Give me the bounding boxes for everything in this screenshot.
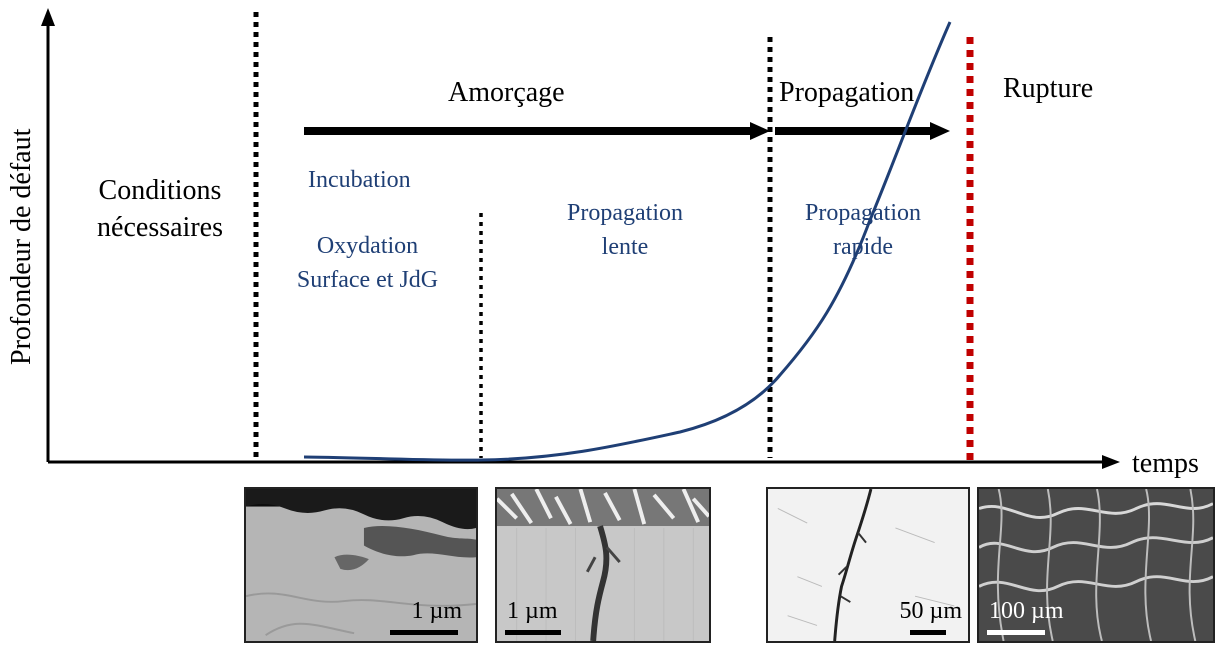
scale-bar-4 [987,630,1045,635]
prop-rapide-label-line1: Propagation [805,200,921,226]
micrograph-propagation: 50 µm [766,487,970,643]
oxydation-label-line2: Surface et JdG [296,267,439,293]
rupture-label: Rupture [1003,73,1094,104]
propagation-arrowhead [930,122,950,140]
amorcage-label: Amorçage [448,77,565,108]
scale-label-4: 100 µm [989,598,1064,624]
conditions-label-line2: nécessaires [97,212,223,243]
amorcage-arrowhead [750,122,770,140]
prop-lente-label-line2: lente [601,234,649,260]
defect-depth-curve [303,21,952,462]
incubation-label: Incubation [308,167,411,193]
scale-bar-3 [910,630,946,635]
conditions-label-line1: Conditions [98,175,222,206]
scale-label-3: 50 µm [899,598,963,624]
micrograph-rupture: 100 µm [977,487,1215,643]
micrograph-fissure: 1 µm [495,487,711,643]
y-axis-label: Profondeur de défaut [6,128,38,365]
prop-lente-label-line1: Propagation [567,200,683,226]
prop-rapide-label-line2: rapide [833,234,893,260]
scale-label-2: 1 µm [507,598,558,624]
y-axis-arrowhead [41,8,55,26]
scale-bar-2 [505,630,561,635]
propagation-label: Propagation [779,77,915,108]
scale-bar-1 [390,630,458,635]
x-axis-arrowhead [1102,455,1120,469]
x-axis-label: temps [1132,448,1199,479]
micrograph-oxydation: 1 µm [244,487,478,643]
oxydation-label-line1: Oxydation [316,233,419,259]
scale-label-1: 1 µm [411,598,463,624]
